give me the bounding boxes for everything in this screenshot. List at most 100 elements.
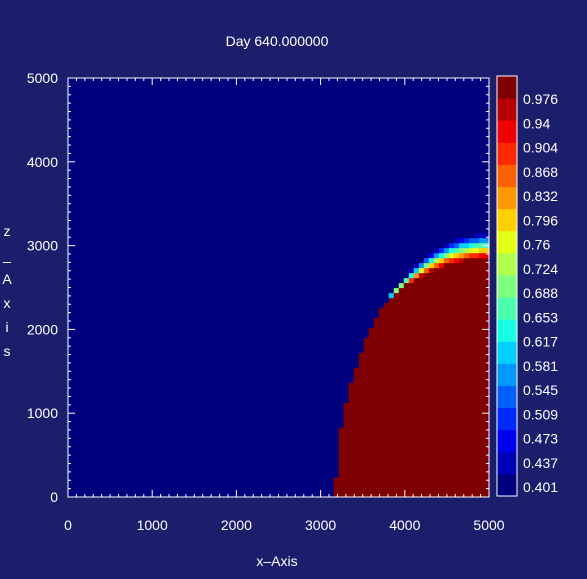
heatmap-cell [93,387,99,393]
heatmap-cell [163,247,169,254]
heatmap-cell [223,117,229,124]
heatmap-cell [138,442,144,448]
heatmap-cell [183,202,189,209]
heatmap-cell [243,392,250,398]
heatmap-cell [113,442,119,448]
heatmap-cell [253,392,260,398]
heatmap-cell [83,487,89,493]
heatmap-cell [193,467,199,473]
heatmap-cell [228,292,234,299]
heatmap-cell [313,482,320,488]
heatmap-cell [153,202,159,209]
heatmap-cell [243,432,250,438]
heatmap-cell [258,87,265,94]
heatmap-cell [198,222,204,229]
heatmap-cell [238,452,245,458]
heatmap-cell [293,92,300,99]
heatmap-cell [243,172,250,179]
heatmap-cell [168,222,174,229]
heatmap-cell [143,237,149,244]
heatmap-cell [253,447,260,453]
heatmap-cell [213,132,219,139]
heatmap-cell [193,327,199,333]
heatmap-cell [328,267,335,274]
heatmap-cell [108,92,114,99]
heatmap-cell [103,262,109,269]
heatmap-cell [338,97,345,104]
heatmap-cell [363,457,370,463]
heatmap-cell [323,357,330,363]
heatmap-cell [78,412,84,418]
heatmap-cell [328,397,335,403]
heatmap-cell [228,172,234,179]
heatmap-cell [263,177,270,184]
heatmap-cell [108,437,114,443]
heatmap-cell [163,217,169,224]
heatmap-cell [308,492,315,497]
heatmap-cell [198,417,204,423]
heatmap-cell [88,162,94,169]
heatmap-cell [143,307,149,314]
heatmap-cell [183,427,189,433]
heatmap-cell [228,192,234,199]
heatmap-cell [203,182,209,189]
heatmap-cell [243,137,250,144]
heatmap-cell [203,417,209,423]
heatmap-cell [148,142,154,149]
heatmap-cell [363,407,370,413]
heatmap-cell [323,492,330,497]
heatmap-cell [113,417,119,423]
heatmap-cell [178,342,184,348]
heatmap-cell [333,107,340,114]
heatmap-cell [138,292,144,299]
heatmap-cell [268,197,275,204]
heatmap-cell [78,107,84,114]
heatmap-cell [278,342,285,348]
heatmap-cell [168,107,174,114]
heatmap-cell [328,392,335,398]
heatmap-cell [228,397,234,403]
heatmap-cell [153,177,159,184]
heatmap-cell [268,442,275,448]
heatmap-cell [133,202,139,209]
heatmap-cell [288,482,295,488]
heatmap-cell [203,407,209,413]
heatmap-cell [203,187,209,194]
heatmap-cell [198,467,204,473]
heatmap-cell [353,137,360,144]
heatmap-cell [313,352,320,358]
heatmap-cell [158,247,164,254]
heatmap-cell [273,397,280,403]
heatmap-cell [198,317,204,324]
heatmap-cell [223,417,229,423]
heatmap-cell [183,432,189,438]
heatmap-cell [248,402,255,408]
heatmap-cell [243,452,250,458]
heatmap-cell [313,197,320,204]
heatmap-cell [73,152,79,159]
heatmap-cell [203,102,209,109]
heatmap-cell [193,102,199,109]
heatmap-cell [133,347,139,353]
heatmap-cell [203,492,209,497]
heatmap-cell [173,347,179,353]
heatmap-cell [163,242,169,249]
heatmap-cell [138,112,144,119]
heatmap-cell [198,447,204,453]
heatmap-cell [203,397,209,403]
heatmap-cell [148,422,154,428]
heatmap-cell [338,152,345,159]
heatmap-cell [213,407,219,413]
heatmap-cell [168,157,174,164]
heatmap-cell [283,182,290,189]
heatmap-cell [313,212,320,219]
heatmap-cell [353,392,360,398]
heatmap-cell [83,102,89,109]
heatmap-cell [288,137,295,144]
heatmap-cell [318,472,325,478]
heatmap-cell [278,122,285,129]
heatmap-cell [333,397,340,403]
heatmap-cell [333,202,340,209]
heatmap-cell [293,392,300,398]
heatmap-cell [218,242,224,249]
